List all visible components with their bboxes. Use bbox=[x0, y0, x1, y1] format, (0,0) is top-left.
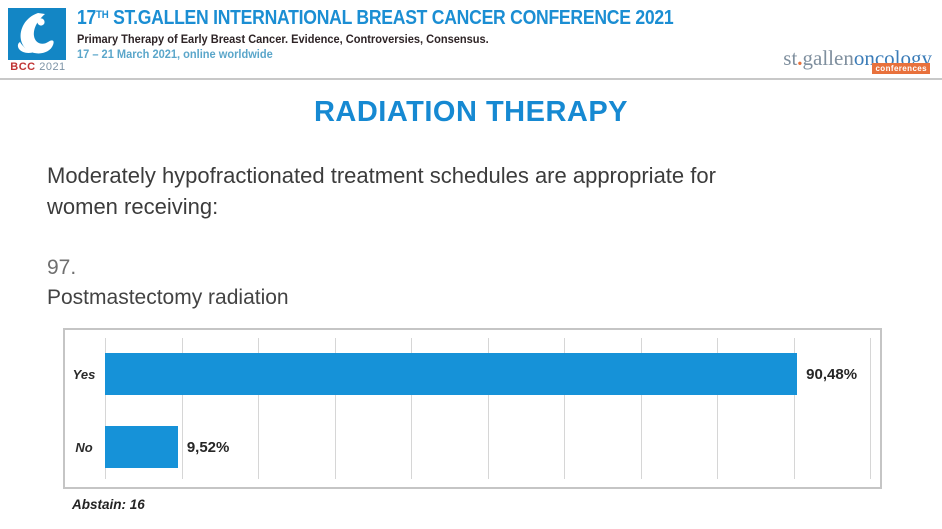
gridline-10 bbox=[181, 338, 183, 479]
conference-title-superscript: TH bbox=[96, 9, 109, 21]
bar-value-no: 9,52% bbox=[186, 438, 230, 456]
conference-title-number: 17 bbox=[77, 7, 97, 29]
bar-value-yes: 90,48% bbox=[806, 365, 858, 383]
bcc-logo: BCC 2021 bbox=[8, 8, 68, 73]
question-line-1: Moderately hypofractionated treatment sc… bbox=[47, 163, 716, 188]
question-text: Moderately hypofractionated treatment sc… bbox=[47, 160, 897, 222]
conference-subtitle: Primary Therapy of Early Breast Cancer. … bbox=[77, 34, 489, 46]
gridline-50 bbox=[487, 338, 489, 479]
gridline-70 bbox=[640, 338, 642, 479]
poll-bar-chart: 90,48% 9,52% Yes No bbox=[63, 328, 882, 489]
gridline-40 bbox=[411, 338, 412, 479]
gridline-100 bbox=[870, 338, 871, 479]
gridline-0 bbox=[105, 338, 106, 479]
question-line-2: women receiving: bbox=[47, 194, 219, 220]
brand-dot: . bbox=[797, 46, 803, 70]
conference-dates: 17 – 21 March 2021, online worldwide bbox=[77, 49, 273, 61]
bar-row-yes: 90,48% bbox=[105, 353, 870, 395]
conference-title: 17TH ST.GALLEN INTERNATIONAL BREAST CANC… bbox=[77, 7, 674, 30]
bar-row-no: 9,52% bbox=[105, 426, 870, 468]
gridline-60 bbox=[564, 338, 565, 479]
bar-no bbox=[105, 426, 178, 468]
stgallen-oncology-logo: st.gallenoncology conferences bbox=[783, 46, 932, 74]
question-label: Postmastectomy radiation bbox=[47, 286, 289, 309]
category-label-no: No bbox=[75, 439, 93, 455]
question-number: 97. bbox=[47, 256, 77, 279]
category-label-yes: Yes bbox=[72, 366, 96, 382]
brand-conferences-tag: conferences bbox=[872, 63, 930, 74]
section-title: RADIATION THERAPY bbox=[313, 96, 629, 128]
bcc-logo-year: 2021 bbox=[39, 61, 66, 73]
brand-st: st bbox=[783, 46, 798, 70]
bcc-drop-icon bbox=[8, 8, 66, 60]
conference-header: 17TH ST.GALLEN INTERNATIONAL BREAST CANC… bbox=[77, 7, 755, 61]
gridline-90 bbox=[793, 338, 795, 479]
gridline-80 bbox=[717, 338, 718, 479]
chart-plot-area: 90,48% 9,52% bbox=[105, 338, 871, 479]
brand-gallen: gallen bbox=[802, 46, 854, 70]
bcc-logo-caption: BCC 2021 bbox=[8, 61, 68, 73]
abstain-note: Abstain: 16 bbox=[72, 497, 145, 512]
gridline-20 bbox=[258, 338, 259, 479]
gridline-30 bbox=[334, 338, 336, 479]
bar-yes bbox=[105, 353, 798, 395]
header-divider bbox=[0, 78, 942, 80]
bcc-logo-text: BCC bbox=[10, 61, 36, 73]
conference-title-rest: ST.GALLEN INTERNATIONAL BREAST CANCER CO… bbox=[108, 7, 674, 29]
